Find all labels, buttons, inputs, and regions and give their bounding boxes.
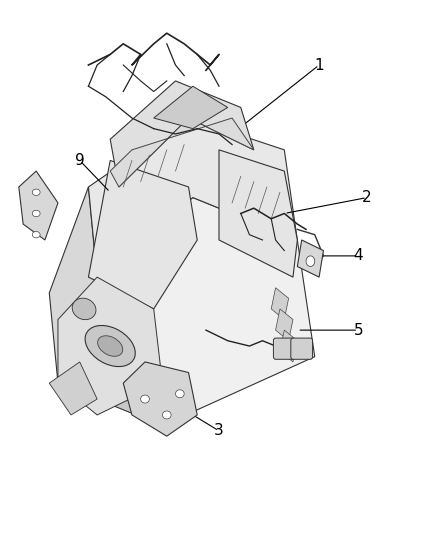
Polygon shape	[154, 86, 228, 128]
Ellipse shape	[72, 298, 96, 320]
Polygon shape	[49, 362, 97, 415]
Text: 5: 5	[353, 322, 363, 337]
Ellipse shape	[141, 395, 149, 403]
Polygon shape	[58, 198, 315, 425]
Text: 1: 1	[314, 58, 324, 72]
Text: 4: 4	[353, 248, 363, 263]
Ellipse shape	[98, 336, 123, 357]
FancyBboxPatch shape	[291, 338, 313, 359]
Polygon shape	[110, 81, 254, 187]
Ellipse shape	[32, 231, 40, 238]
Polygon shape	[19, 171, 58, 240]
Text: 3: 3	[214, 423, 224, 438]
Polygon shape	[276, 309, 293, 341]
FancyBboxPatch shape	[273, 338, 295, 359]
Polygon shape	[88, 160, 197, 309]
Polygon shape	[219, 150, 297, 277]
Polygon shape	[110, 118, 254, 187]
Ellipse shape	[32, 211, 40, 216]
Ellipse shape	[85, 326, 135, 367]
Ellipse shape	[176, 390, 184, 398]
Ellipse shape	[32, 189, 40, 196]
Polygon shape	[58, 277, 162, 415]
Text: 2: 2	[362, 190, 372, 205]
Polygon shape	[58, 373, 184, 425]
Polygon shape	[297, 240, 323, 277]
Polygon shape	[271, 288, 289, 319]
Text: 9: 9	[75, 153, 85, 168]
Polygon shape	[49, 187, 97, 383]
Ellipse shape	[306, 256, 315, 266]
Polygon shape	[123, 362, 197, 436]
Ellipse shape	[162, 411, 171, 419]
Polygon shape	[88, 118, 297, 277]
Polygon shape	[280, 330, 297, 362]
